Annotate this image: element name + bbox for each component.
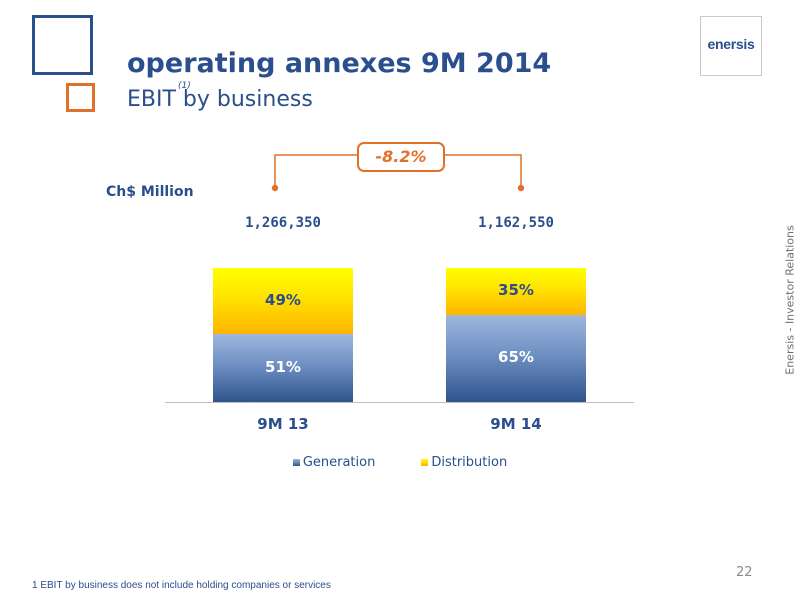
logo-text: enersis	[707, 36, 755, 52]
bar-total-label: 1,162,550	[478, 215, 554, 231]
data-label-distribution: 35%	[498, 281, 534, 300]
chart-legend: Generation Distribution	[0, 455, 800, 470]
page-number: 22	[736, 565, 753, 580]
bar-segment-generation	[446, 314, 586, 402]
footnote: 1 EBIT by business does not include hold…	[32, 580, 331, 591]
subtitle-ebit: EBIT	[127, 87, 176, 112]
unit-label: Ch$ Million	[106, 184, 194, 200]
connector-line	[274, 154, 357, 188]
x-axis-line	[165, 402, 634, 403]
data-label-distribution: 49%	[265, 290, 301, 309]
connector-dot	[517, 184, 525, 192]
bar-segment-distribution	[446, 268, 586, 315]
x-tick-label: 9M 13	[257, 415, 309, 433]
data-label-generation: 51%	[265, 357, 301, 376]
bar-total-label: 1,266,350	[245, 215, 321, 231]
page-title: operating annexes 9M 2014	[127, 48, 552, 79]
page-subtitle: EBIT by business	[127, 87, 313, 112]
data-label-generation: 65%	[498, 348, 534, 367]
legend-label-distribution: Distribution	[431, 455, 508, 470]
decorative-square-small	[66, 83, 95, 112]
legend-item-distribution: Distribution	[421, 455, 507, 470]
bar-segment-generation	[213, 333, 353, 402]
legend-swatch-generation	[292, 459, 300, 466]
connector-line	[445, 154, 522, 188]
legend-item-generation: Generation	[292, 455, 376, 470]
bar-segment-distribution	[213, 268, 353, 334]
legend-label-generation: Generation	[302, 455, 376, 470]
decorative-square-large	[32, 15, 93, 75]
connector-dot	[271, 184, 279, 192]
change-badge: -8.2%	[357, 142, 445, 172]
company-logo: enersis	[700, 16, 762, 76]
footnote-marker: (1)	[178, 81, 191, 91]
subtitle-rest: by business	[182, 87, 313, 112]
legend-swatch-distribution	[421, 459, 429, 466]
x-tick-label: 9M 14	[490, 415, 542, 433]
